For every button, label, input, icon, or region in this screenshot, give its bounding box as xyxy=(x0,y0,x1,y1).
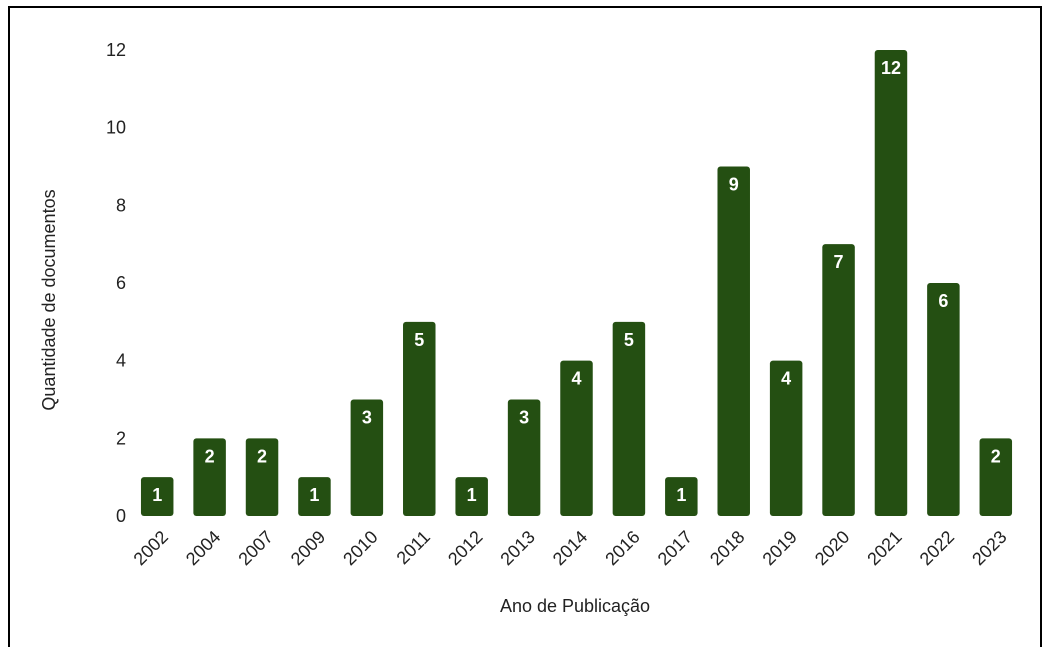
y-axis-ticks: 0 2 4 6 8 10 12 xyxy=(106,40,126,526)
bar xyxy=(979,438,1013,516)
bar-data-label: 7 xyxy=(834,252,844,272)
y-tick-label: 8 xyxy=(116,195,126,215)
bar xyxy=(717,166,750,516)
bar xyxy=(822,244,855,516)
bar xyxy=(298,477,331,516)
bar xyxy=(245,438,279,516)
bar-data-label: 4 xyxy=(781,369,791,389)
bar xyxy=(403,321,436,516)
bar xyxy=(665,477,698,516)
x-tick-label: 2004 xyxy=(182,527,224,569)
y-tick-label: 4 xyxy=(116,351,126,371)
bar-data-label: 5 xyxy=(414,330,424,350)
bar-data-label: 2 xyxy=(257,446,267,466)
bar xyxy=(560,360,593,516)
bars xyxy=(140,50,1013,516)
y-axis-title: Quantidade de documentos xyxy=(39,189,59,410)
bar-data-label: 3 xyxy=(362,408,372,428)
y-tick-label: 0 xyxy=(116,506,126,526)
bar-data-label: 2 xyxy=(205,446,215,466)
x-tick-label: 2017 xyxy=(654,527,696,569)
x-tick-label: 2011 xyxy=(393,527,435,569)
x-tick-label: 2002 xyxy=(130,527,172,569)
x-tick-label: 2014 xyxy=(549,527,591,569)
x-tick-label: 2022 xyxy=(916,527,958,569)
bar xyxy=(927,283,960,516)
bar xyxy=(612,321,646,516)
bar-data-label: 1 xyxy=(676,485,686,505)
chart-frame xyxy=(8,6,1042,647)
x-axis-ticks: 2002 2004 2007 2009 2010 2011 2012 2013 2014 2016… xyxy=(130,527,1011,569)
y-tick-label: 12 xyxy=(106,40,126,60)
bar-data-label: 9 xyxy=(729,175,739,195)
x-tick-label: 2013 xyxy=(496,527,538,569)
bar xyxy=(193,438,226,516)
x-tick-label: 2018 xyxy=(706,527,748,569)
x-tick-label: 2019 xyxy=(759,527,801,569)
y-tick-label: 6 xyxy=(116,273,126,293)
y-tick-label: 2 xyxy=(116,428,126,448)
x-tick-label: 2020 xyxy=(811,527,853,569)
x-tick-label: 2007 xyxy=(234,527,276,569)
bar-data-label: 1 xyxy=(467,485,477,505)
bar xyxy=(140,477,174,516)
bar-data-label: 2 xyxy=(991,446,1001,466)
bar-data-label: 5 xyxy=(624,330,634,350)
bar-data-label: 3 xyxy=(519,408,529,428)
bar-data-label: 12 xyxy=(881,58,901,78)
bar xyxy=(769,360,803,516)
y-tick-label: 10 xyxy=(106,118,126,138)
x-tick-label: 2012 xyxy=(444,527,486,569)
bar-data-label: 1 xyxy=(152,485,162,505)
x-tick-label: 2009 xyxy=(287,527,329,569)
bar xyxy=(874,50,908,516)
bar xyxy=(507,399,541,516)
bar-data-label: 1 xyxy=(309,485,319,505)
x-tick-label: 2016 xyxy=(601,527,643,569)
x-tick-label: 2023 xyxy=(968,527,1010,569)
x-axis-title: Ano de Publicação xyxy=(500,596,650,616)
bar-data-label: 6 xyxy=(938,291,948,311)
bar xyxy=(455,477,488,516)
x-tick-label: 2021 xyxy=(863,527,905,569)
x-tick-label: 2010 xyxy=(339,527,381,569)
bar xyxy=(350,399,384,516)
bar-data-label: 4 xyxy=(571,369,581,389)
